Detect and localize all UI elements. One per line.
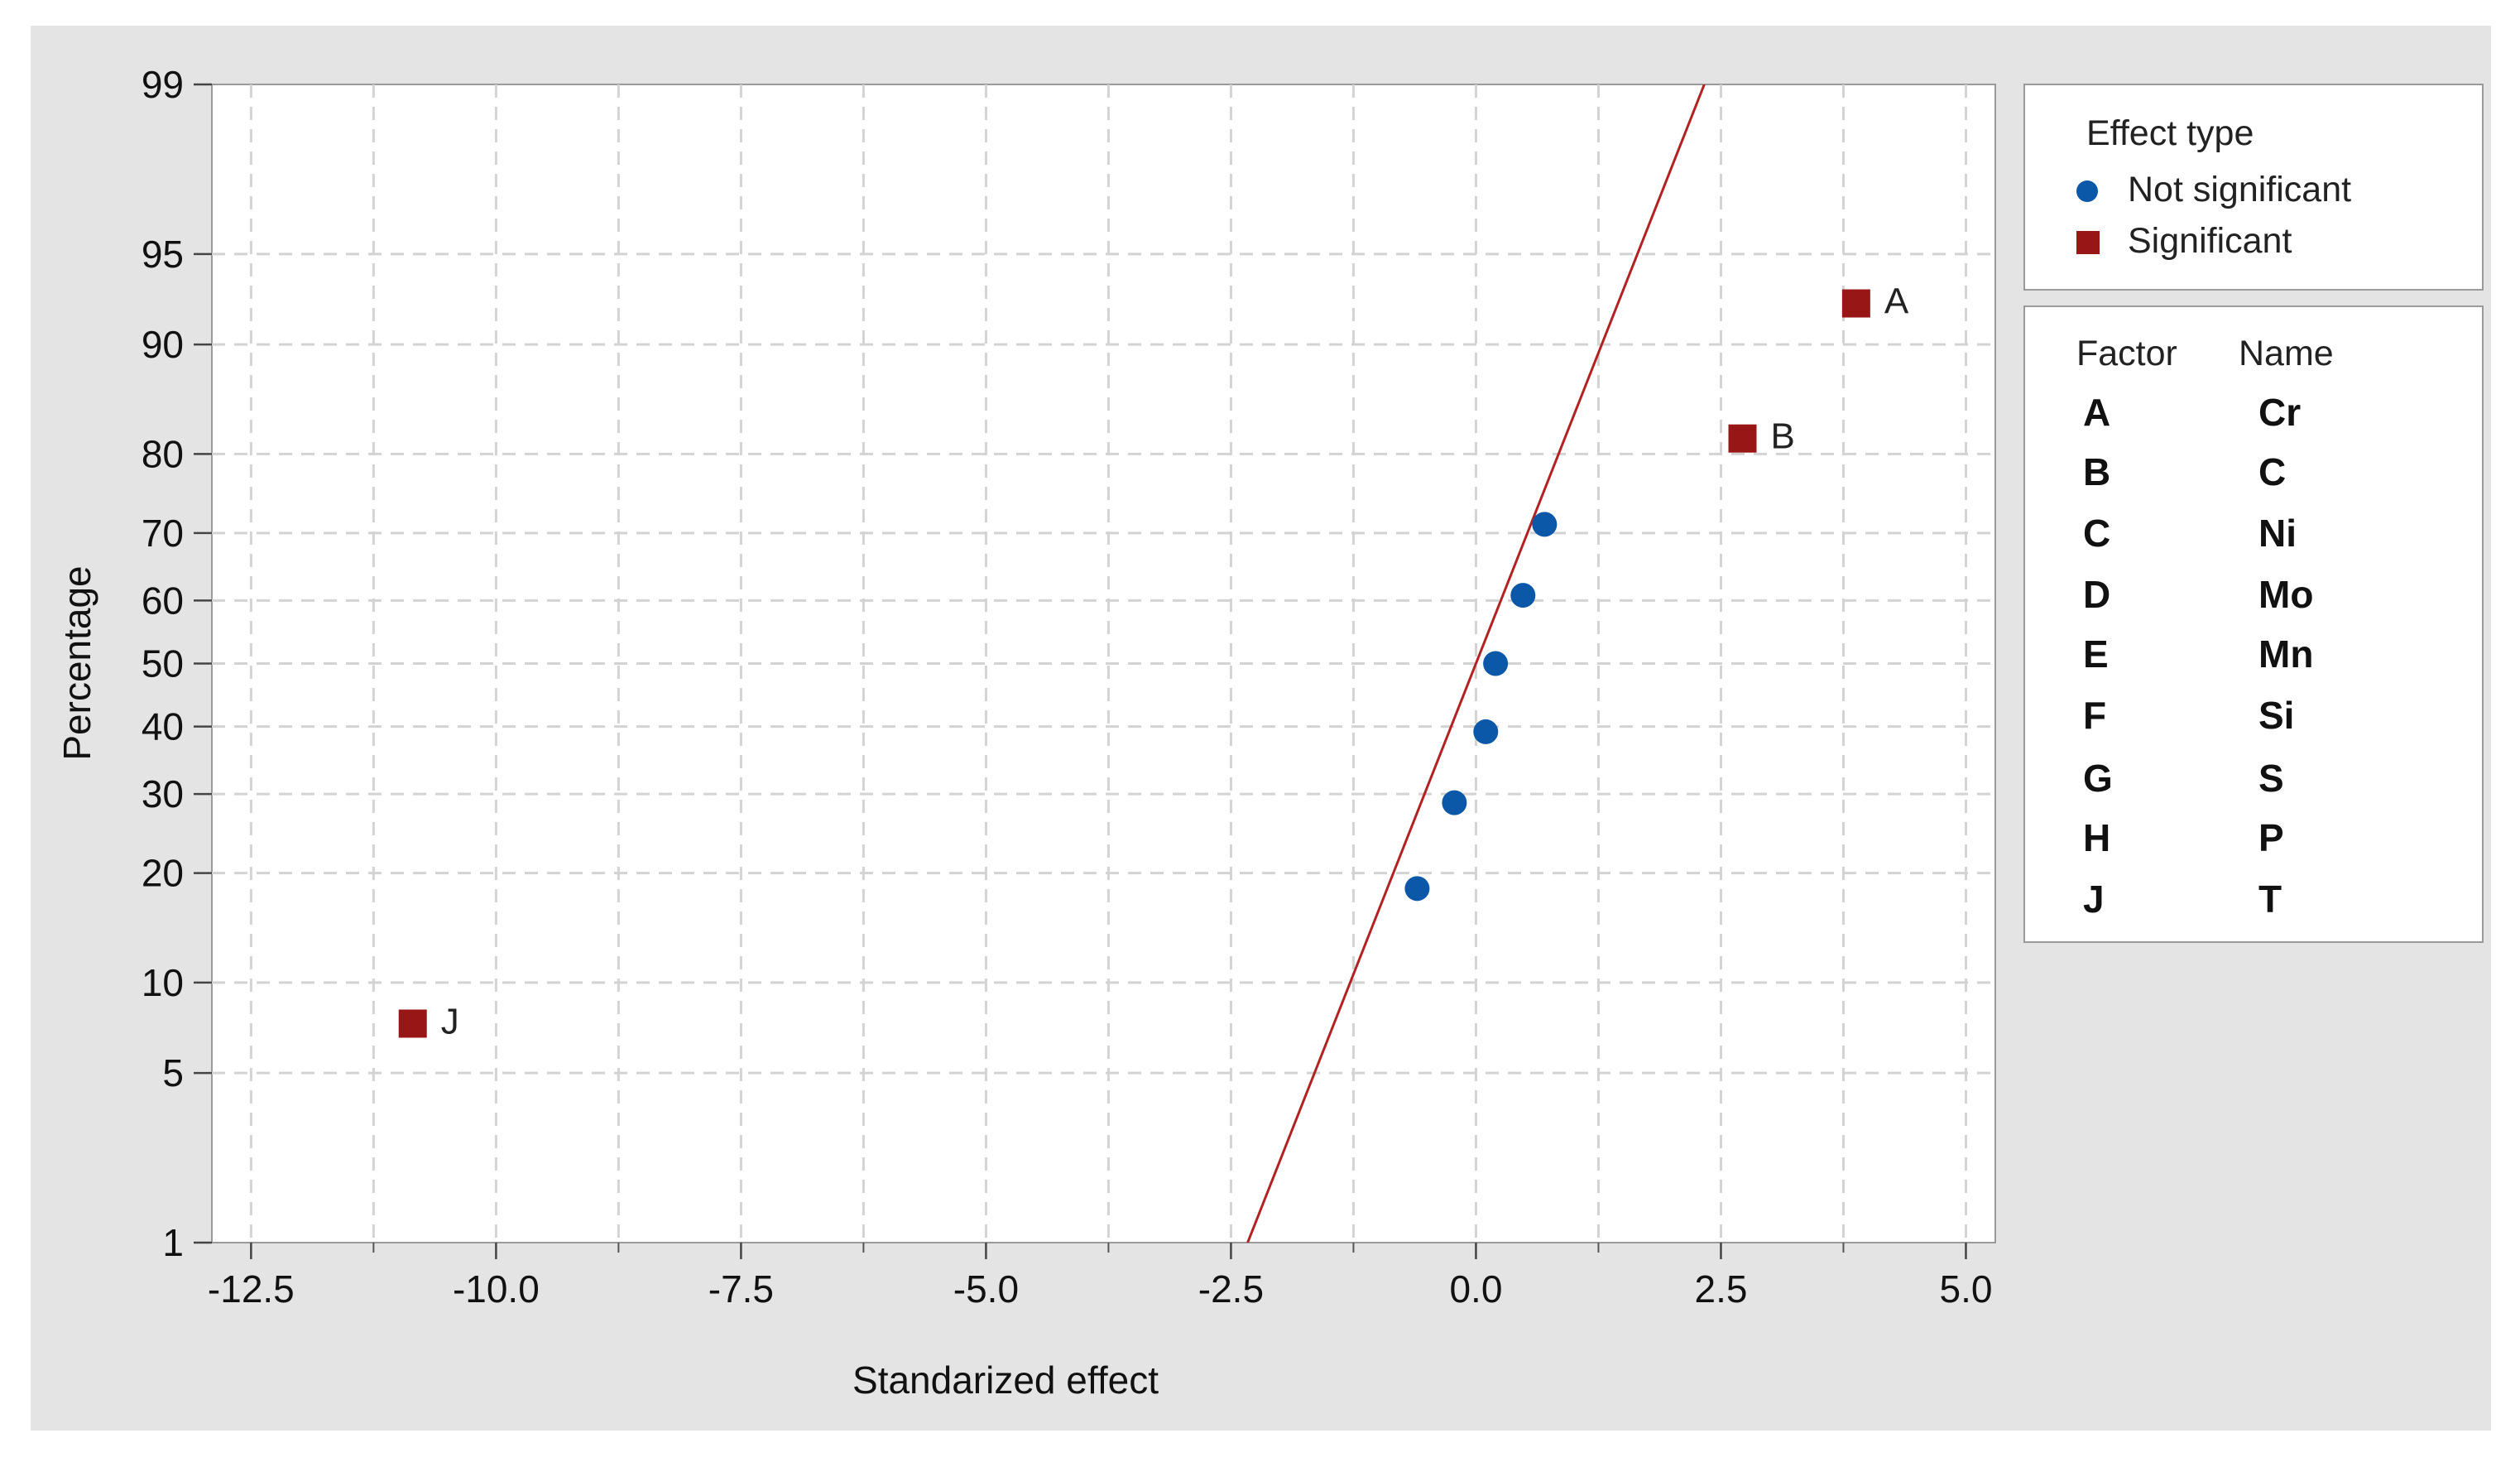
factor-row: J T xyxy=(2025,877,2482,926)
factor-name: S xyxy=(2258,757,2284,800)
data-points: J B A xyxy=(398,281,1909,1041)
x-axis-title: Standarized effect xyxy=(852,1359,1159,1402)
reference-line xyxy=(1246,84,1706,1243)
data-point-not-significant xyxy=(1404,876,1430,902)
factor-name: Cr xyxy=(2258,391,2302,434)
y-tick-label: 60 xyxy=(142,579,184,622)
factor-code: E xyxy=(2083,632,2109,676)
factor-name: T xyxy=(2258,878,2282,921)
y-tick-label: 80 xyxy=(142,432,184,475)
x-tick-label: 2.5 xyxy=(1694,1267,1747,1311)
normal-plot: -12.5 -10.0 -7.5 -5.0 -2.5 0.0 2.5 5.0 1 5 10 20 30 4… xyxy=(55,63,1996,1402)
data-point-not-significant xyxy=(1510,583,1536,608)
y-tick-label: 20 xyxy=(142,852,184,895)
factor-row: A Cr xyxy=(2025,390,2482,440)
x-tick-label: -10.0 xyxy=(453,1267,540,1311)
point-label: B xyxy=(1771,416,1795,457)
x-tick-label: -5.0 xyxy=(953,1267,1019,1311)
point-label: J xyxy=(441,1001,459,1041)
factor-code: C xyxy=(2083,512,2111,555)
axis-ticks: -12.5 -10.0 -7.5 -5.0 -2.5 0.0 2.5 5.0 1 5 10 20 30 4… xyxy=(142,63,1993,1311)
data-point-significant xyxy=(398,1009,427,1038)
factor-name: Mo xyxy=(2258,573,2314,616)
data-point-significant xyxy=(1841,289,1870,318)
y-tick-label: 99 xyxy=(142,63,184,106)
factor-name: P xyxy=(2258,816,2284,859)
factor-code: A xyxy=(2083,391,2111,434)
factor-name: C xyxy=(2258,450,2287,493)
factor-code: F xyxy=(2083,694,2107,737)
factor-row: G S xyxy=(2025,756,2482,806)
y-tick-label: 10 xyxy=(142,961,184,1004)
factor-row: F Si xyxy=(2025,693,2482,743)
x-tick-label: -12.5 xyxy=(208,1267,295,1311)
factor-row: C Ni xyxy=(2025,511,2482,560)
y-tick-label: 70 xyxy=(142,512,184,555)
y-axis-title: Percentage xyxy=(55,565,98,760)
x-tick-label: 0.0 xyxy=(1449,1267,1502,1311)
factor-row: D Mo xyxy=(2025,572,2482,622)
reference-line-group xyxy=(1246,84,1706,1243)
y-tick-label: 95 xyxy=(142,233,184,276)
factor-row: E Mn xyxy=(2025,632,2482,681)
data-point-not-significant xyxy=(1483,651,1509,676)
factor-name: Mn xyxy=(2258,632,2314,676)
square-marker-icon xyxy=(2076,231,2100,254)
effect-type-legend: Effect type Not significant Significant xyxy=(2023,84,2484,291)
y-tick-label: 50 xyxy=(142,642,184,685)
name-column-header: Name xyxy=(2239,334,2334,373)
y-tick-label: 1 xyxy=(162,1221,184,1264)
factor-column-header: Factor xyxy=(2076,334,2177,373)
y-tick-label: 90 xyxy=(142,323,184,366)
factor-row: B C xyxy=(2025,450,2482,499)
data-point-not-significant xyxy=(1473,719,1499,744)
factor-table: Factor Name A Cr B C C Ni D Mo E Mn F Si… xyxy=(2023,305,2484,943)
legend-entry-label: Not significant xyxy=(2128,170,2352,209)
data-point-not-significant xyxy=(1532,512,1558,537)
y-tick-label: 40 xyxy=(142,705,184,748)
grid-lines xyxy=(212,84,1995,1243)
y-tick-label: 5 xyxy=(162,1051,184,1094)
factor-code: D xyxy=(2083,573,2111,616)
factor-code: J xyxy=(2083,878,2105,921)
data-point-significant xyxy=(1728,424,1757,453)
factor-row: H P xyxy=(2025,815,2482,865)
plot-area xyxy=(211,84,1996,1243)
legend-entry-label: Significant xyxy=(2128,221,2292,261)
legend-title: Effect type xyxy=(2086,113,2254,153)
factor-name: Ni xyxy=(2258,512,2297,555)
factor-code: H xyxy=(2083,816,2111,859)
factor-code: G xyxy=(2083,757,2113,800)
factor-code: B xyxy=(2083,450,2111,493)
x-tick-label: 5.0 xyxy=(1940,1267,1993,1311)
point-label: A xyxy=(1884,281,1909,322)
y-tick-label: 30 xyxy=(142,772,184,815)
x-tick-label: -7.5 xyxy=(708,1267,774,1311)
factor-name: Si xyxy=(2258,694,2295,737)
circle-marker-icon xyxy=(2076,180,2098,202)
data-point-not-significant xyxy=(1442,790,1467,815)
x-tick-label: -2.5 xyxy=(1198,1267,1264,1311)
